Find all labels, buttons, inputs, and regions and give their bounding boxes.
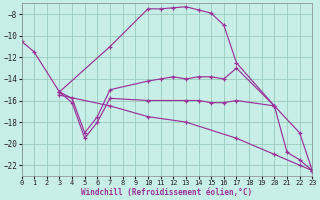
X-axis label: Windchill (Refroidissement éolien,°C): Windchill (Refroidissement éolien,°C) bbox=[81, 188, 252, 197]
